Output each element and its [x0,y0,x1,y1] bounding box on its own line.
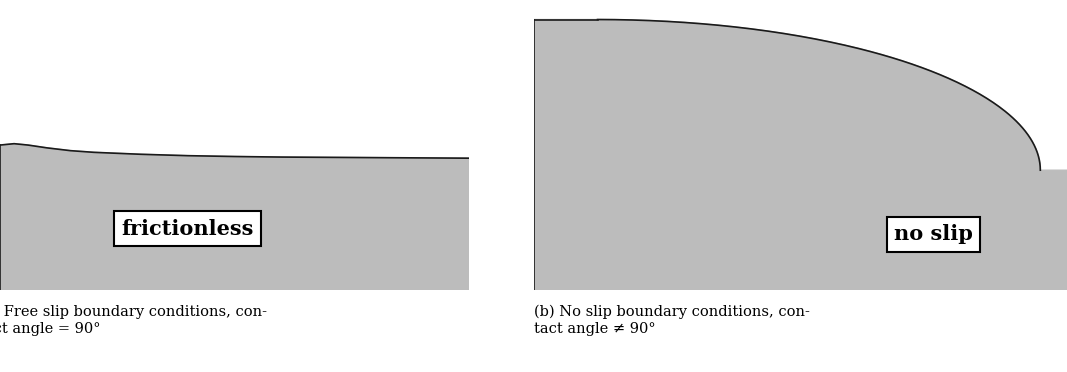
Polygon shape [534,19,1067,290]
Text: (b) No slip boundary conditions, con-
tact angle ≠ 90°: (b) No slip boundary conditions, con- ta… [534,305,810,336]
Polygon shape [0,144,469,290]
Text: frictionless: frictionless [122,219,254,239]
Text: (a) Free slip boundary conditions, con-
tact angle = 90°: (a) Free slip boundary conditions, con- … [0,305,267,336]
Text: no slip: no slip [894,224,973,244]
